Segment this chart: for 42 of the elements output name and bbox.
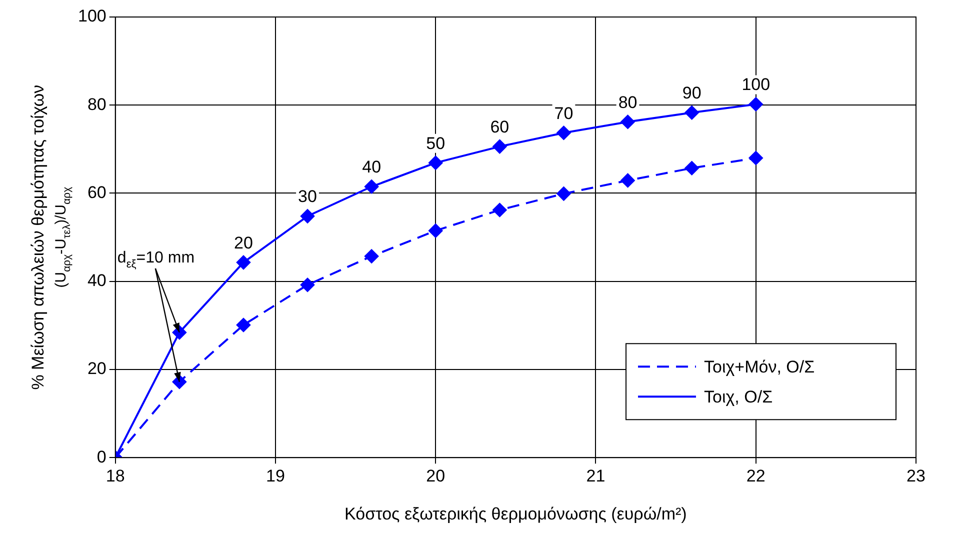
y-tick-label: 100 xyxy=(78,6,106,26)
point xyxy=(236,318,250,332)
point xyxy=(300,278,315,292)
annotation: 60 xyxy=(490,118,510,137)
annotation: 20 xyxy=(234,233,253,252)
x-axis-title: Κόστος εξωτερικής θερμομόνωσης (ευρώ/m²) xyxy=(344,504,687,524)
x-tick-label: 18 xyxy=(106,466,125,486)
point xyxy=(364,249,379,264)
x-tick-label: 20 xyxy=(426,466,446,486)
point xyxy=(684,106,699,120)
point xyxy=(748,97,763,112)
legend-label: Τοιχ, Ο/Σ xyxy=(704,388,773,407)
point xyxy=(364,180,379,194)
annotation: 70 xyxy=(554,104,574,123)
point xyxy=(748,150,763,165)
point xyxy=(492,140,507,154)
annotation: 80 xyxy=(618,92,638,112)
y-tick-label: 40 xyxy=(87,271,106,290)
x-tick-label: 22 xyxy=(746,466,766,486)
x-tick-label: 19 xyxy=(266,466,285,486)
legend-label: Τοιχ+Μόν, Ο/Σ xyxy=(704,358,815,377)
point xyxy=(684,161,699,176)
point xyxy=(620,114,635,129)
x-tick-label: 21 xyxy=(586,466,606,486)
annotation: 50 xyxy=(426,134,446,153)
annotation: 30 xyxy=(298,187,317,206)
point xyxy=(620,173,635,188)
y-tick-label: 60 xyxy=(87,182,106,202)
annotation: 40 xyxy=(362,158,382,177)
point xyxy=(492,202,507,217)
annotation: 100 xyxy=(742,75,770,94)
y-tick-label: 80 xyxy=(87,94,106,114)
point xyxy=(428,156,443,170)
point xyxy=(236,255,250,270)
y-tick-label: 20 xyxy=(87,359,106,378)
annotation: 90 xyxy=(682,84,702,103)
point xyxy=(556,126,571,140)
x-tick-label: 23 xyxy=(906,466,926,486)
y-tick-label: 0 xyxy=(96,447,106,466)
point xyxy=(300,209,315,224)
point xyxy=(556,186,571,201)
point xyxy=(428,224,443,238)
